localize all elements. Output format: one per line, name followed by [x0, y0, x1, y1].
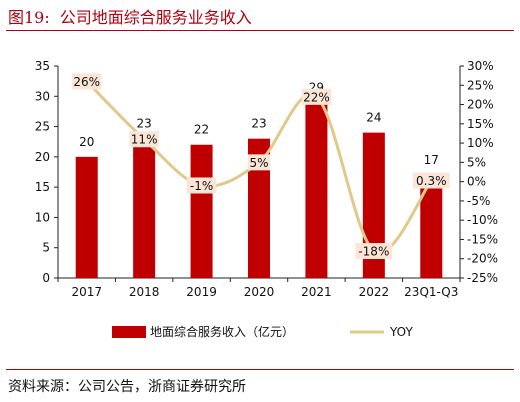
- right-tick-label: 10%: [467, 136, 494, 150]
- right-tick-label: -25%: [467, 271, 498, 285]
- yoy-label-box: [129, 131, 159, 148]
- legend-bar-label: 地面综合服务收入（亿元）: [150, 324, 294, 339]
- right-tick-label: -5%: [467, 194, 490, 208]
- x-tick-label: 2019: [186, 285, 217, 299]
- bar: [248, 138, 270, 278]
- bar: [133, 138, 156, 278]
- yoy-value-label: -18%: [358, 245, 389, 259]
- x-tick-label: 2021: [301, 285, 332, 299]
- yoy-labels: 26% 11% -1% 5% 22% -18% 0.3%: [71, 73, 450, 260]
- bar-value-label: 22: [194, 123, 209, 137]
- right-tick-label: -10%: [467, 213, 498, 227]
- x-tick-label: 2022: [359, 285, 390, 299]
- figure-title-text: 公司地面综合服务业务收入: [59, 8, 252, 27]
- left-tick-label: 20: [35, 150, 50, 164]
- right-tick-label: 0%: [467, 175, 486, 189]
- bar: [190, 144, 213, 278]
- axes: 0 5 10 15 20 25 30 35 -25% -20% -15% -10% -5% 0% 5% 10%…: [35, 59, 498, 299]
- right-tick-label: -15%: [467, 232, 498, 246]
- left-tick-label: 35: [35, 59, 50, 73]
- bar-value-label: 23: [137, 117, 152, 131]
- legend: 地面综合服务收入（亿元） YOY: [112, 324, 413, 339]
- yoy-value-label: 22%: [303, 90, 330, 104]
- x-tick-label: 23Q1-Q3: [404, 285, 458, 299]
- bar-value-label: 20: [79, 135, 94, 149]
- left-tick-label: 0: [42, 271, 50, 285]
- yoy-label-box: [247, 154, 271, 171]
- left-tick-label: 25: [35, 120, 50, 134]
- yoy-label-box: [186, 177, 217, 194]
- right-tick-label: -20%: [467, 252, 498, 266]
- left-tick-label: 10: [35, 210, 50, 224]
- yoy-value-label: 5%: [249, 156, 268, 170]
- yoy-label-box: [355, 243, 393, 260]
- yoy-label-box: [71, 73, 102, 90]
- source-rule: [6, 369, 514, 370]
- bar: [305, 102, 328, 278]
- right-tick-label: 25%: [467, 78, 494, 92]
- figure-number: 图19:: [8, 8, 50, 27]
- bar-value-label: 24: [366, 111, 381, 125]
- x-tick-label: 2020: [244, 285, 275, 299]
- right-tick-label: 5%: [467, 155, 486, 169]
- yoy-value-label: -1%: [190, 179, 213, 193]
- yoy-label-box: [412, 172, 450, 189]
- bar-value-label: 17: [424, 153, 439, 167]
- source-note: 资料来源：公司公告，浙商证券研究所: [8, 379, 246, 395]
- bar-value-label: 23: [251, 117, 266, 131]
- bars: [75, 102, 443, 278]
- title-rule: [6, 30, 514, 31]
- left-tick-label: 15: [35, 180, 50, 194]
- combo-chart: 0 5 10 15 20 25 30 35 -25% -20% -15% -10% -5% 0% 5% 10%…: [35, 59, 498, 339]
- legend-bar-swatch: [112, 326, 146, 338]
- right-tick-label: 15%: [467, 117, 494, 131]
- left-tick-label: 5: [42, 241, 50, 255]
- right-tick-label: 30%: [467, 59, 494, 73]
- yoy-label-box: [301, 88, 332, 105]
- yoy-value-label: 11%: [131, 133, 158, 147]
- yoy-value-label: 26%: [73, 75, 100, 89]
- left-tick-label: 30: [35, 89, 50, 103]
- x-tick-label: 2018: [129, 285, 160, 299]
- bar: [75, 156, 98, 278]
- right-tick-label: 20%: [467, 98, 494, 112]
- x-tick-label: 2017: [71, 285, 102, 299]
- figure-title: 图19: 公司地面综合服务业务收入: [8, 4, 252, 28]
- legend-line-label: YOY: [389, 325, 413, 339]
- yoy-value-label: 0.3%: [416, 174, 447, 188]
- bar: [420, 175, 443, 278]
